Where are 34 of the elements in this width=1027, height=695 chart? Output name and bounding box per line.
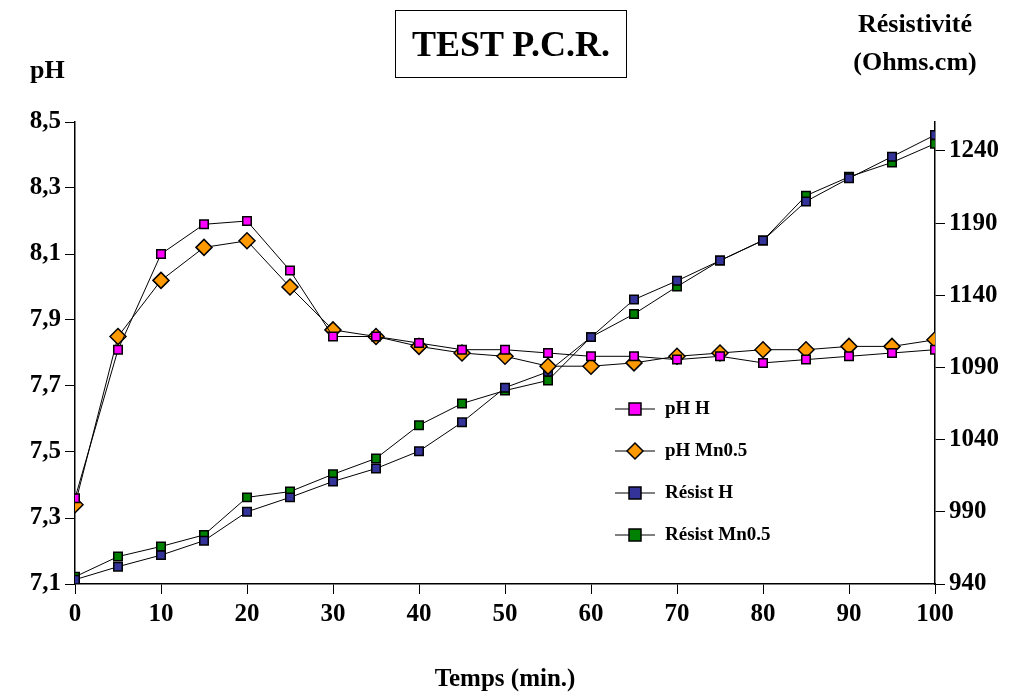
- y-tick-label: 8,1: [29, 238, 61, 266]
- y2-tick-label: 1240: [949, 135, 999, 163]
- x-tick-label: 60: [578, 599, 604, 627]
- y-tick-label: 7,5: [29, 436, 61, 464]
- legend-label: Résist H: [665, 480, 734, 502]
- y2-tick-label: 940: [949, 568, 987, 596]
- y2-tick-label: 1040: [949, 424, 999, 452]
- y-tick-label: 7,9: [29, 304, 61, 332]
- x-tick-label: 0: [68, 599, 82, 627]
- legend-label: pH H: [665, 396, 711, 418]
- y-tick-label: 7,3: [29, 502, 61, 530]
- x-tick-label: 20: [234, 599, 260, 627]
- y-tick-label: 7,1: [29, 568, 61, 596]
- x-tick-label: 10: [148, 599, 174, 627]
- x-tick-label: 100: [916, 599, 954, 627]
- y2-axis-title: Résistivité (Ohms.cm): [852, 8, 978, 78]
- y-axis-title: pH: [30, 55, 65, 85]
- y-tick-label: 8,5: [29, 106, 61, 134]
- y-tick-label: 7,7: [29, 370, 61, 398]
- legend-label: Résist Mn0.5: [665, 522, 771, 544]
- x-tick-label: 40: [406, 599, 432, 627]
- y2-tick-label: 990: [949, 496, 987, 524]
- x-tick-label: 30: [320, 599, 346, 627]
- x-axis-title: Temps (min.): [434, 664, 576, 693]
- y-tick-label: 8,3: [29, 172, 61, 200]
- y2-tick-label: 1090: [949, 351, 999, 379]
- chart-title: TEST P.C.R.: [395, 10, 627, 78]
- x-tick-label: 50: [492, 599, 518, 627]
- y2-tick-label: 1190: [949, 207, 998, 235]
- y2-tick-label: 1140: [949, 279, 998, 307]
- legend-label: pH Mn0.5: [665, 438, 748, 460]
- x-tick-label: 70: [664, 599, 690, 627]
- x-tick-label: 90: [836, 599, 862, 627]
- x-tick-label: 80: [750, 599, 776, 627]
